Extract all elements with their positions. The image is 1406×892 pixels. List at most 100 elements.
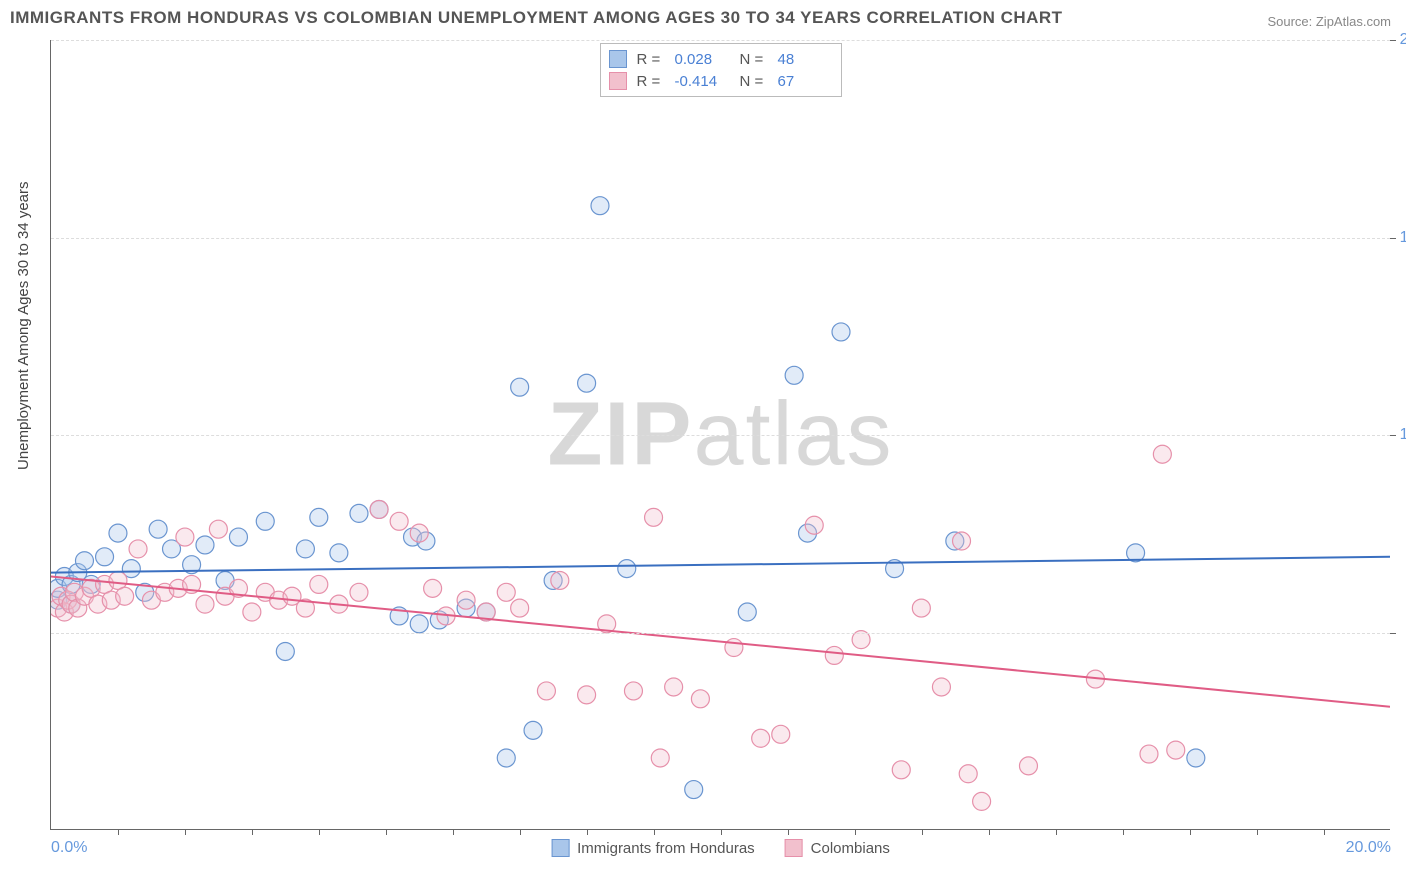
data-point [51,599,67,617]
data-point [51,579,67,597]
chart-container: IMMIGRANTS FROM HONDURAS VS COLOMBIAN UN… [0,0,1406,892]
data-point [51,591,67,609]
data-point [511,378,529,396]
data-point [477,603,495,621]
legend-top: R = 0.028 N = 48 R = -0.414 N = 67 [600,43,842,97]
data-point [477,603,495,621]
x-tick [386,829,387,835]
grid-line [51,40,1390,41]
legend-swatch [609,50,627,68]
legend-top-row: R = 0.028 N = 48 [609,48,833,70]
data-point [738,603,756,621]
data-point [410,615,428,633]
x-tick [654,829,655,835]
data-point [725,639,743,657]
x-tick-label: 0.0% [51,839,87,857]
data-point [424,579,442,597]
data-point [544,571,562,589]
grid-line [51,238,1390,239]
legend-bottom-label: Colombians [811,840,890,857]
data-point [102,591,120,609]
data-point [651,749,669,767]
legend-r-value: 0.028 [675,51,730,68]
data-point [410,524,428,542]
data-point [912,599,930,617]
data-point [283,587,301,605]
data-point [591,197,609,215]
y-tick-label: 10.0% [1400,426,1406,444]
x-tick [587,829,588,835]
grid-line [51,633,1390,634]
data-point [276,642,294,660]
data-point [497,749,515,767]
data-point [598,615,616,633]
trend-line [51,577,1390,707]
x-tick [1190,829,1191,835]
y-tick-label: 15.0% [1400,229,1406,247]
data-point [89,595,107,613]
data-point [69,599,87,617]
x-tick [1324,829,1325,835]
data-point [109,571,127,589]
data-point [772,725,790,743]
legend-n-value: 48 [778,51,833,68]
data-point [404,528,422,546]
plot-area: ZIPatlas R = 0.028 N = 48 R = -0.414 N =… [50,40,1390,830]
data-point [752,729,770,747]
x-tick [788,829,789,835]
legend-n-label: N = [740,73,768,90]
data-point [163,540,181,558]
legend-n-value: 67 [778,73,833,90]
data-point [156,583,174,601]
legend-bottom-item: Colombians [785,839,890,857]
legend-bottom-item: Immigrants from Honduras [551,839,755,857]
data-point [149,520,167,538]
legend-r-label: R = [637,73,665,90]
data-point [52,587,70,605]
data-point [122,560,140,578]
data-point [1167,741,1185,759]
data-point [665,678,683,696]
data-point [524,721,542,739]
data-point [578,374,596,392]
data-point [256,583,274,601]
data-point [892,761,910,779]
data-point [578,686,596,704]
chart-title: IMMIGRANTS FROM HONDURAS VS COLOMBIAN UN… [10,8,1063,28]
data-point [685,781,703,799]
data-point [330,595,348,613]
x-tick [185,829,186,835]
data-point [62,595,80,613]
x-tick [1257,829,1258,835]
data-point [1019,757,1037,775]
x-tick [721,829,722,835]
data-point [196,595,214,613]
trend-line [51,557,1390,573]
data-point [256,512,274,530]
data-point [229,528,247,546]
data-point [65,583,83,601]
y-axis-label: Unemployment Among Ages 30 to 34 years [15,181,32,470]
data-point [1140,745,1158,763]
legend-n-label: N = [740,51,768,68]
data-point [116,587,134,605]
data-point [96,548,114,566]
data-point [176,528,194,546]
grid-line [51,435,1390,436]
data-point [805,516,823,534]
data-point [75,552,93,570]
data-point [350,504,368,522]
data-point [973,792,991,810]
data-point [457,591,475,609]
x-tick [989,829,990,835]
data-point [370,500,388,518]
data-point [537,682,555,700]
data-point [96,575,114,593]
data-point [109,524,127,542]
data-point [1187,749,1205,767]
legend-r-label: R = [637,51,665,68]
data-point [832,323,850,341]
x-tick [252,829,253,835]
data-point [946,532,964,550]
data-point [55,568,73,586]
